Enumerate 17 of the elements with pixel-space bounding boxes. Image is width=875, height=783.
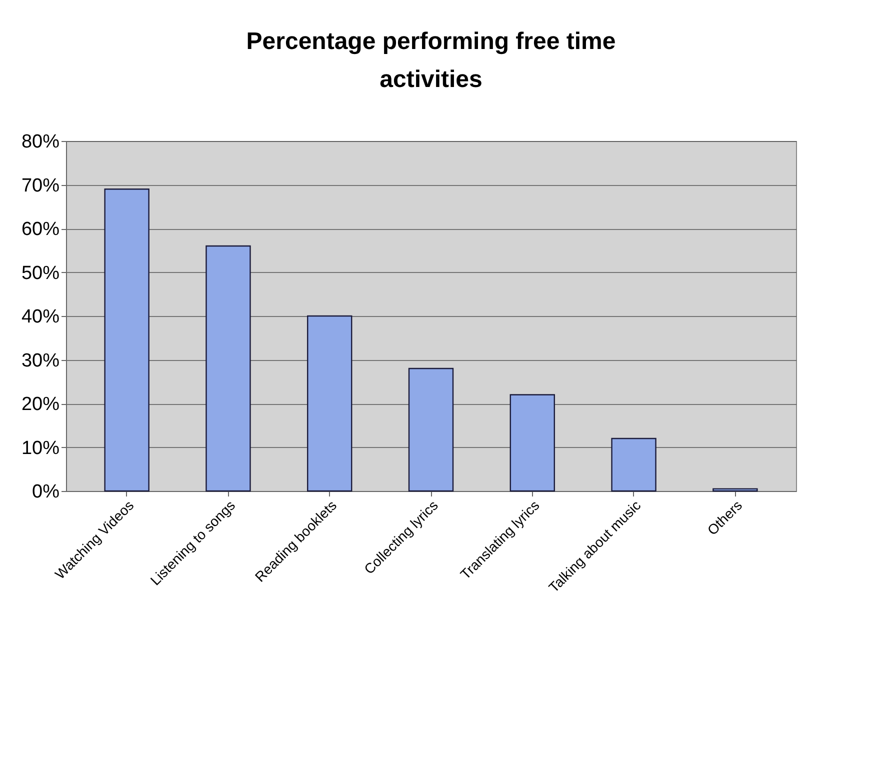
y-tick-label: 40% [21,306,60,328]
bar [104,188,150,492]
y-tick-label: 10% [21,438,60,459]
y-tick-label: 60% [21,219,60,240]
bar [611,438,656,492]
y-tick-label: 70% [21,175,60,196]
y-tick-label: 20% [21,394,60,415]
bar [307,315,352,492]
y-tick-label: 80% [21,132,60,152]
bar [712,488,758,492]
bar [206,245,251,492]
bar [510,394,555,492]
y-tick-label: 0% [32,482,60,502]
y-tick-label: 30% [21,350,60,372]
bar [408,368,454,492]
chart-title: Percentage performing free time activities [246,28,616,93]
y-tick-label: 50% [21,262,60,284]
